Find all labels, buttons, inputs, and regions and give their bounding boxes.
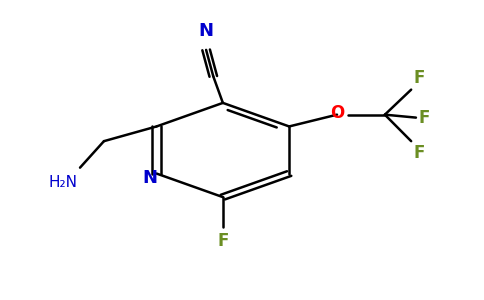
Text: F: F: [217, 232, 228, 250]
Text: F: F: [413, 143, 425, 161]
Text: N: N: [198, 22, 213, 40]
Text: F: F: [413, 69, 425, 87]
Text: N: N: [142, 169, 157, 187]
Text: O: O: [330, 104, 344, 122]
Text: F: F: [418, 109, 430, 127]
Text: H₂N: H₂N: [48, 175, 77, 190]
